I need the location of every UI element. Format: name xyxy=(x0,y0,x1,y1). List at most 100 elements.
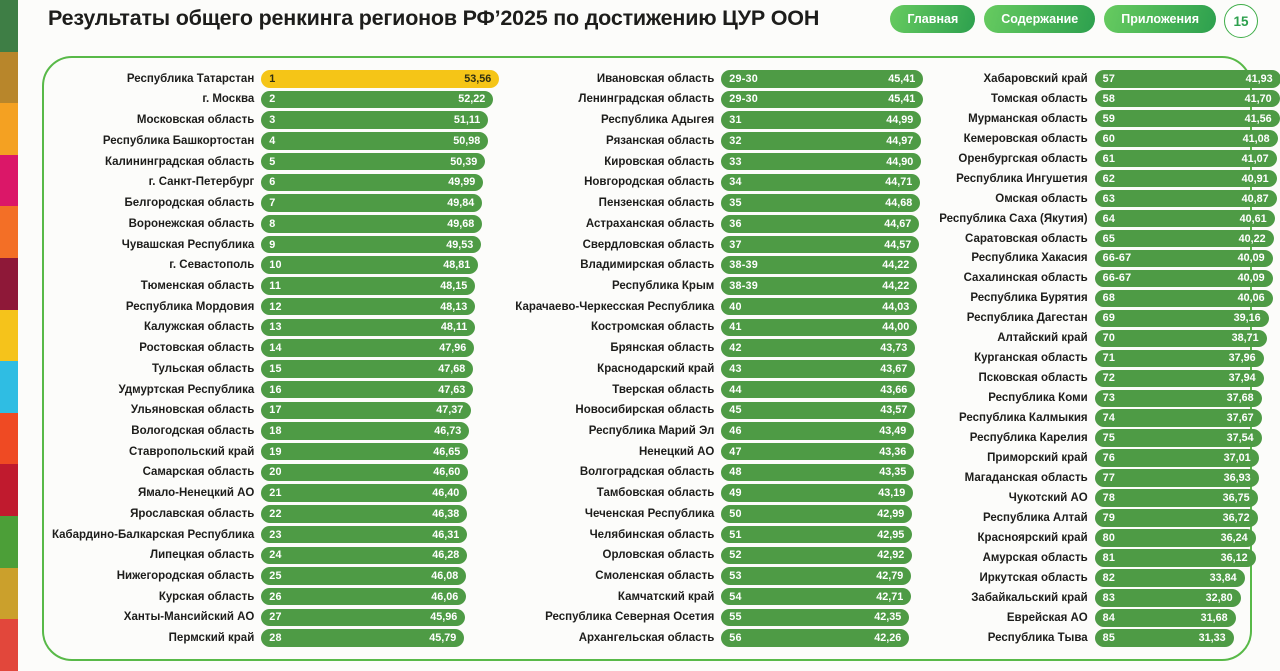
region-label: Республика Коми xyxy=(939,392,1087,404)
ranking-row: Магаданская область7736,93 xyxy=(939,469,1280,487)
rank-bar: 8431,68 xyxy=(1095,609,1236,627)
bar-track: 29-3045,41 xyxy=(721,91,923,109)
rank-bar: 8036,24 xyxy=(1095,529,1256,547)
rank-value: 48 xyxy=(729,466,741,478)
rank-value: 54 xyxy=(729,591,741,603)
bar-track: 4943,19 xyxy=(721,484,923,502)
score-value: 39,16 xyxy=(1234,312,1261,324)
ranking-row: Владимирская область38-3944,22 xyxy=(515,256,923,274)
region-label: Республика Дагестан xyxy=(939,312,1087,324)
rank-value: 66-67 xyxy=(1103,252,1132,264)
region-label: Ростовская область xyxy=(52,342,254,354)
rank-value: 35 xyxy=(729,197,741,209)
rank-bar: 3144,99 xyxy=(721,111,921,129)
rank-bar: 6141,07 xyxy=(1095,150,1277,168)
score-value: 41,07 xyxy=(1242,153,1269,165)
rank-bar: 849,68 xyxy=(261,215,482,233)
rank-value: 33 xyxy=(729,156,741,168)
score-value: 44,00 xyxy=(882,321,909,333)
strip-segment-10 xyxy=(0,464,18,516)
ranking-row: Кировская область3344,90 xyxy=(515,153,923,171)
ranking-row: Псковская область7237,94 xyxy=(939,370,1280,388)
region-label: Рязанская область xyxy=(515,135,714,147)
score-value: 40,87 xyxy=(1242,193,1269,205)
score-value: 46,73 xyxy=(434,425,461,437)
rank-bar: 2446,28 xyxy=(261,547,467,565)
rank-value: 81 xyxy=(1103,552,1115,564)
bar-track: 1248,13 xyxy=(261,298,499,316)
bar-track: 1148,15 xyxy=(261,277,499,295)
bar-track: 1547,68 xyxy=(261,360,499,378)
region-label: Карачаево-Черкесская Республика xyxy=(515,301,714,313)
rank-bar: 1148,15 xyxy=(261,277,475,295)
rank-value: 28 xyxy=(269,632,281,644)
region-label: Мурманская область xyxy=(939,113,1087,125)
score-value: 50,98 xyxy=(453,135,480,147)
nav-button-2[interactable]: Содержание xyxy=(984,5,1095,33)
bar-track: 4443,66 xyxy=(721,381,923,399)
rank-bar: 5841,70 xyxy=(1095,90,1280,108)
bar-track: 1946,65 xyxy=(261,443,499,461)
score-value: 46,06 xyxy=(431,591,458,603)
region-label: г. Севастополь xyxy=(52,259,254,271)
bar-track: 5442,71 xyxy=(721,588,923,606)
rank-bar: 3544,68 xyxy=(721,194,920,212)
region-label: Еврейская АО xyxy=(939,612,1087,624)
nav-button-1[interactable]: Главная xyxy=(890,5,975,33)
rank-value: 5 xyxy=(269,156,275,168)
bar-track: 2346,31 xyxy=(261,526,499,544)
rank-value: 4 xyxy=(269,135,275,147)
region-label: Ханты-Мансийский АО xyxy=(52,611,254,623)
rank-bar: 6540,22 xyxy=(1095,230,1274,248)
rank-bar: 7836,75 xyxy=(1095,489,1258,507)
bar-track: 550,39 xyxy=(261,153,499,171)
rank-value: 69 xyxy=(1103,312,1115,324)
score-value: 47,63 xyxy=(438,384,465,396)
strip-segment-6 xyxy=(0,258,18,310)
region-label: Республика Ингушетия xyxy=(939,173,1087,185)
ranking-row: Еврейская АО 8431,68 xyxy=(939,609,1280,627)
strip-segment-3 xyxy=(0,103,18,155)
bar-track: 7437,67 xyxy=(1095,409,1280,427)
rank-value: 18 xyxy=(269,425,281,437)
rank-value: 23 xyxy=(269,529,281,541)
score-value: 43,73 xyxy=(880,342,907,354)
score-value: 44,67 xyxy=(884,218,911,230)
region-label: Томская область xyxy=(939,93,1087,105)
score-value: 46,08 xyxy=(431,570,458,582)
rank-value: 13 xyxy=(269,321,281,333)
rank-bar: 2146,40 xyxy=(261,484,467,502)
bar-track: 4843,35 xyxy=(721,464,923,482)
bar-track: 5542,35 xyxy=(721,609,923,627)
ranking-row: Костромская область4144,00 xyxy=(515,319,923,337)
bar-track: 10 48,81 xyxy=(261,256,499,274)
ranking-row: Челябинская область5142,95 xyxy=(515,526,923,544)
region-label: Воронежская область xyxy=(52,218,254,230)
rank-value: 65 xyxy=(1103,233,1115,245)
ranking-row: Республика Саха (Якутия)6440,61 xyxy=(939,210,1280,228)
score-value: 44,90 xyxy=(886,156,913,168)
bar-track: 7736,93 xyxy=(1095,469,1280,487)
rank-bar: 1946,65 xyxy=(261,443,468,461)
region-label: Брянская область xyxy=(515,342,714,354)
score-value: 46,38 xyxy=(432,508,459,520)
rank-value: 43 xyxy=(729,363,741,375)
region-label: Костромская область xyxy=(515,321,714,333)
rank-value: 59 xyxy=(1103,113,1115,125)
region-label: Чувашская Республика xyxy=(52,239,254,251)
score-value: 37,67 xyxy=(1227,412,1254,424)
score-value: 48,81 xyxy=(443,259,470,271)
score-value: 44,22 xyxy=(882,280,909,292)
rank-bar: 8233,84 xyxy=(1095,569,1245,587)
ranking-row: Волгоградская область4843,35 xyxy=(515,464,923,482)
region-label: Республика Алтай xyxy=(939,512,1087,524)
ranking-row: Республика Тыва8531,33 xyxy=(939,629,1280,647)
rank-value: 10 xyxy=(269,259,281,271)
rank-value: 38-39 xyxy=(729,259,758,271)
nav-button-3[interactable]: Приложения xyxy=(1104,5,1216,33)
rank-bar: 5242,92 xyxy=(721,547,912,565)
ranking-row: Новосибирская область4543,57 xyxy=(515,402,923,420)
ranking-row: Самарская область2046,60 xyxy=(52,464,499,482)
ranking-row: Тверская область4443,66 xyxy=(515,381,923,399)
region-label: Орловская область xyxy=(515,549,714,561)
